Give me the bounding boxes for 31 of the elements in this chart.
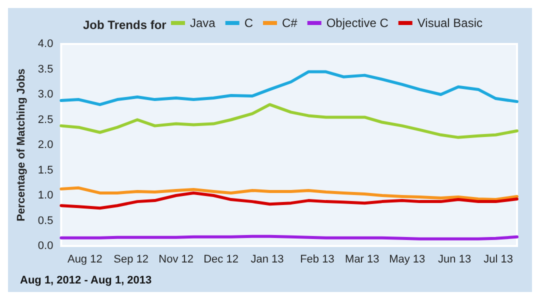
x-tick-label: May 13	[389, 254, 426, 266]
text: Aug 1, 2012 - Aug 1, 2013	[20, 274, 152, 286]
line-series	[60, 191, 518, 210]
legend-label: Java	[190, 16, 216, 30]
y-tick-label: 2.0	[38, 139, 54, 151]
x-tick-label: Jan 13	[250, 254, 284, 266]
line-series	[60, 186, 518, 202]
x-tick-label: Jul 13	[484, 254, 513, 266]
y-tick-label: 0.0	[38, 240, 54, 252]
x-tick-label: Mar 13	[345, 254, 380, 266]
line-series	[60, 103, 518, 139]
y-tick-label: 0.5	[38, 214, 54, 227]
line-series	[60, 70, 518, 106]
legend-label: Visual Basic	[417, 16, 483, 30]
x-tick-label: Dec 12	[204, 254, 238, 266]
y-tick-label: 4.0	[38, 38, 54, 50]
legend-label: C#	[282, 16, 298, 30]
y-tick-label: 1.5	[38, 164, 54, 176]
y-tick-label: 3.0	[38, 88, 54, 100]
y-tick-label: 3.5	[38, 63, 54, 76]
y-axis-title: Percentage of Matching Jobs	[16, 68, 28, 222]
legend-label: Objective C	[326, 16, 389, 30]
x-tick-label: Jun 13	[438, 254, 472, 266]
x-tick-label: Feb 13	[300, 254, 334, 266]
x-tick-label: Nov 12	[158, 254, 194, 266]
y-tick-label: 2.5	[38, 114, 54, 126]
x-tick-label: Sep 12	[114, 254, 149, 266]
y-tick-label: 1.0	[38, 190, 54, 202]
legend-label: C	[244, 16, 254, 30]
x-tick-label: Aug 12	[67, 254, 102, 266]
chart-title: Job Trends for	[83, 18, 167, 32]
